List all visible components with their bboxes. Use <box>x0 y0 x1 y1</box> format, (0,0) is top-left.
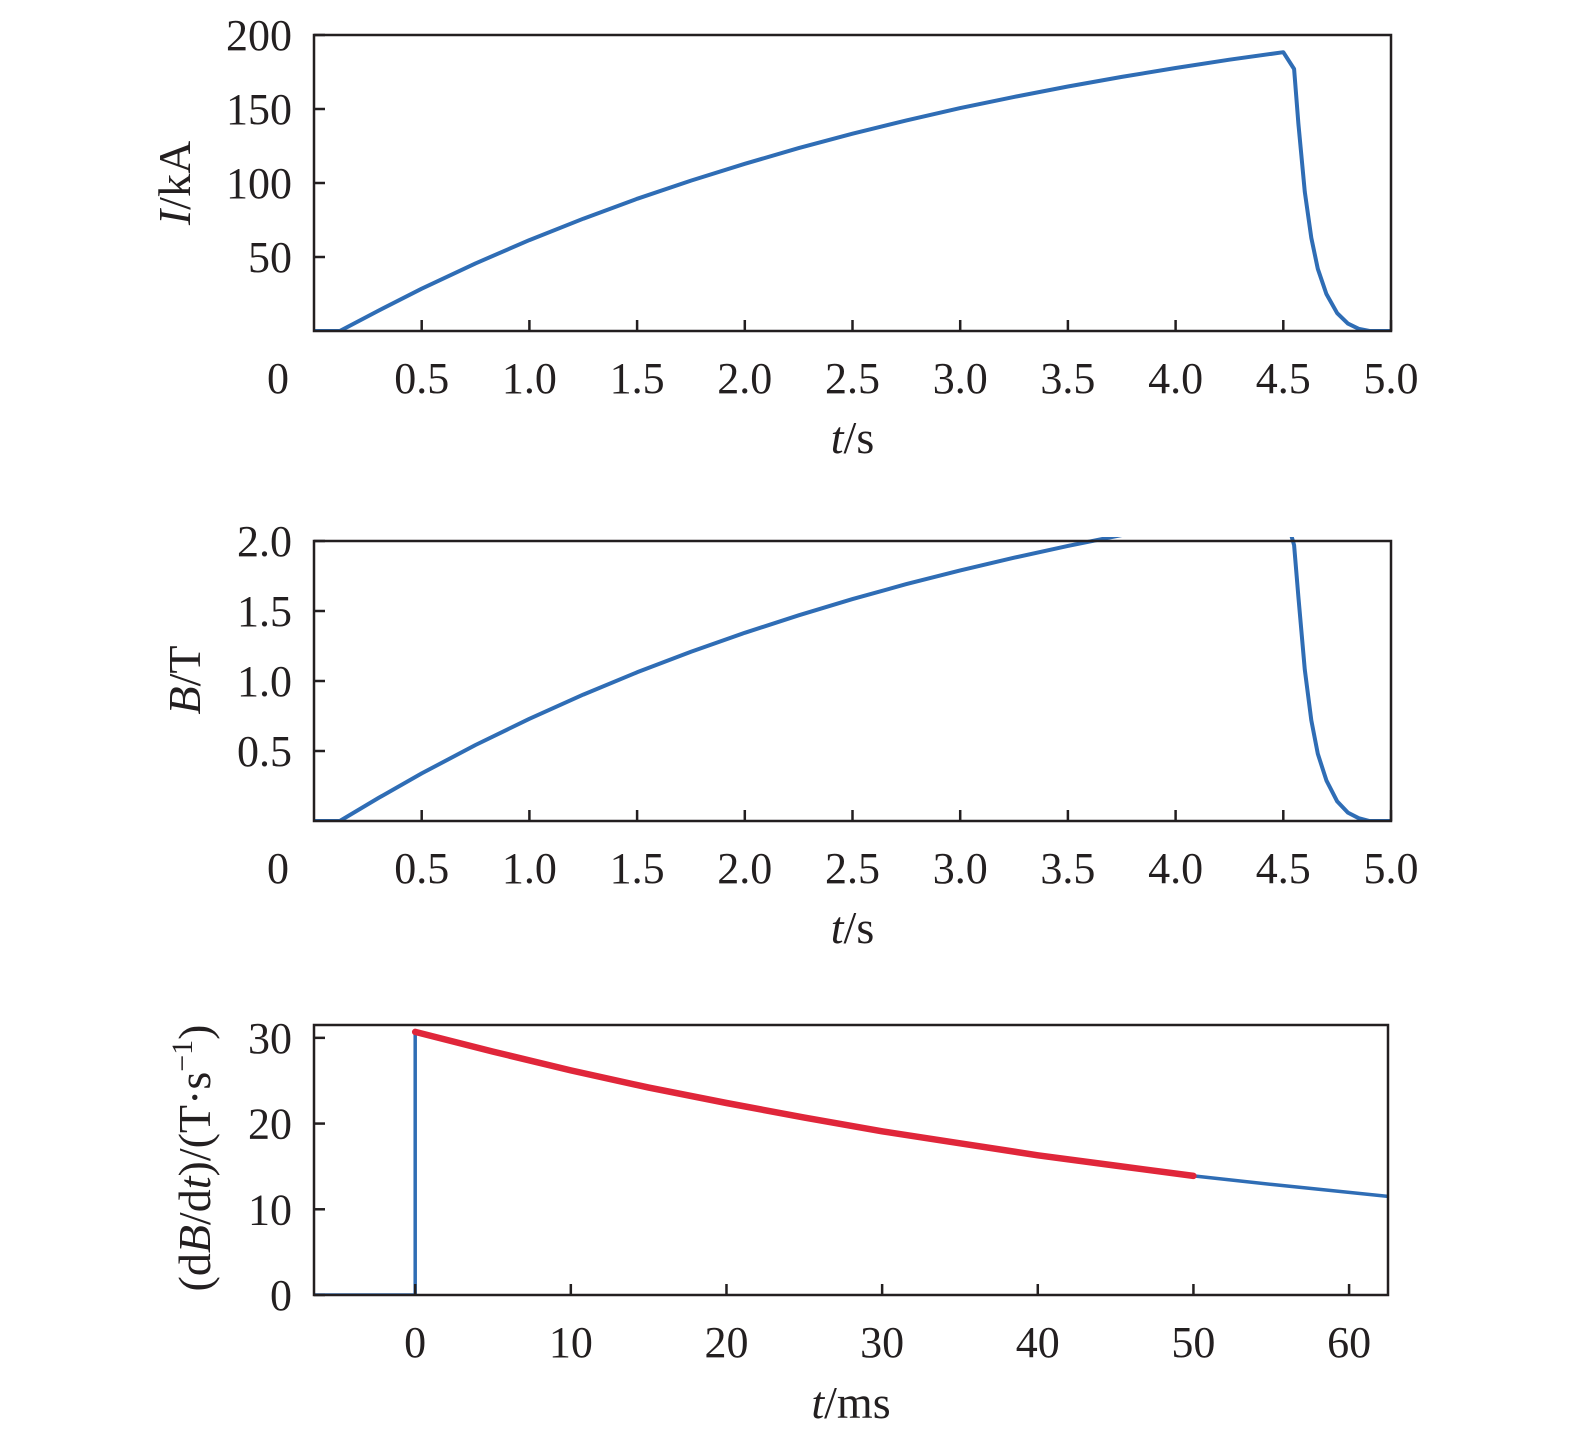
y-axis-label: B/T <box>159 646 210 715</box>
y-tick-label: 100 <box>226 159 292 208</box>
x-tick-label: 3.5 <box>1040 354 1095 403</box>
y-tick-label: 1.5 <box>237 587 292 636</box>
y-axis-label: I/kA <box>149 141 200 226</box>
series-line-0 <box>314 1030 1388 1295</box>
x-tick-label: 3.0 <box>933 354 988 403</box>
x-tick-label: 20 <box>704 1318 748 1367</box>
x-axis-label: t/s <box>831 412 874 463</box>
x-tick-label: 40 <box>1016 1318 1060 1367</box>
x-tick-label: 2.5 <box>825 844 880 893</box>
x-axis-label: t/s <box>831 902 874 953</box>
origin-label: 0 <box>267 354 289 403</box>
field-chart: 0.5 1.0 1.5 2.0 2.5 3.0 3.5 4.0 4.5 5.0 0.5 1.0 1.5 2… <box>159 517 1419 953</box>
x-tick-label: 1.0 <box>502 844 557 893</box>
y-axis-label: (dB/dt)/(T·s−1) <box>166 1025 220 1292</box>
x-tick-label: 1.5 <box>610 844 665 893</box>
x-tick-label: 60 <box>1327 1318 1371 1367</box>
y-tick-label: 50 <box>248 233 292 282</box>
y-tick-label: 0 <box>270 1271 292 1320</box>
x-tick-label: 2.5 <box>825 354 880 403</box>
series-line-0 <box>314 537 1391 821</box>
x-tick-label: 4.5 <box>1256 844 1311 893</box>
x-tick-label: 10 <box>549 1318 593 1367</box>
y-tick-label: 0.5 <box>237 727 292 776</box>
plot-frame <box>312 1023 1390 1297</box>
plot-frame <box>312 539 1393 823</box>
x-tick-label: 0.5 <box>394 844 449 893</box>
x-tick-label: 2.0 <box>717 354 772 403</box>
series-line-0 <box>314 50 1391 331</box>
x-tick-label: 1.5 <box>610 354 665 403</box>
x-tick-label: 30 <box>860 1318 904 1367</box>
current-chart: 0.5 1.0 1.5 2.0 2.5 3.0 3.5 4.0 4.5 5.0 50 100 150 20… <box>149 11 1419 463</box>
x-tick-label: 5.0 <box>1364 844 1419 893</box>
y-tick-label: 200 <box>226 11 292 60</box>
y-tick-label: 150 <box>226 85 292 134</box>
x-tick-label: 50 <box>1171 1318 1215 1367</box>
x-tick-label: 4.0 <box>1148 844 1203 893</box>
y-tick-label: 30 <box>248 1014 292 1063</box>
x-tick-label: 5.0 <box>1364 354 1419 403</box>
x-tick-label: 4.0 <box>1148 354 1203 403</box>
x-tick-label: 0.5 <box>394 354 449 403</box>
plot-frame <box>312 33 1393 333</box>
y-tick-label: 20 <box>248 1100 292 1149</box>
y-tick-label: 2.0 <box>237 517 292 566</box>
origin-label: 0 <box>267 844 289 893</box>
x-tick-label: 2.0 <box>717 844 772 893</box>
x-axis-label: t/ms <box>811 1377 890 1428</box>
dbdt-chart: 0 10 20 30 40 50 60 0 10 20 30 t/ms (dB/dt)/(T·s−1) <box>166 1014 1390 1428</box>
x-tick-label: 3.5 <box>1040 844 1095 893</box>
x-tick-label: 1.0 <box>502 354 557 403</box>
y-tick-label: 1.0 <box>237 657 292 706</box>
x-tick-label: 4.5 <box>1256 354 1311 403</box>
x-tick-label: 3.0 <box>933 844 988 893</box>
y-tick-label: 10 <box>248 1185 292 1234</box>
series-line-1 <box>411 1028 1197 1180</box>
x-tick-label: 0 <box>404 1318 426 1367</box>
